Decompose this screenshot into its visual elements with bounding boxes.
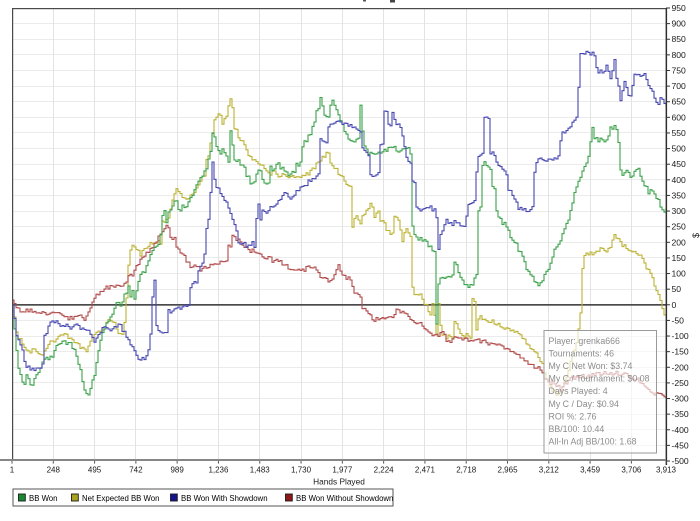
svg-text:0: 0	[672, 300, 677, 310]
svg-text:BB/100: 10.44: BB/100: 10.44	[549, 424, 605, 434]
svg-text:Days Played: 4: Days Played: 4	[549, 386, 608, 396]
svg-text:-400: -400	[672, 425, 689, 435]
svg-text:My C / Day: $0.94: My C / Day: $0.94	[549, 399, 620, 409]
svg-text:1,977: 1,977	[332, 465, 353, 474]
svg-text:-500: -500	[672, 456, 689, 466]
svg-text:3,913: 3,913	[656, 465, 677, 474]
svg-text:1: 1	[10, 465, 15, 474]
svg-text:742: 742	[129, 465, 143, 474]
svg-text:-450: -450	[672, 440, 689, 450]
svg-text:2,224: 2,224	[374, 465, 395, 474]
svg-text:Tournaments: 46: Tournaments: 46	[549, 349, 615, 359]
svg-text:2,471: 2,471	[415, 465, 436, 474]
svg-text:1,730: 1,730	[291, 465, 312, 474]
svg-text:550: 550	[672, 128, 687, 138]
svg-text:-350: -350	[672, 409, 689, 419]
svg-text:150: 150	[672, 253, 687, 263]
svg-text:700: 700	[672, 81, 687, 91]
svg-text:750: 750	[672, 65, 687, 75]
svg-text:200: 200	[672, 237, 687, 247]
svg-text:BB Won With Showdown: BB Won With Showdown	[181, 494, 268, 503]
svg-text:1,236: 1,236	[208, 465, 229, 474]
svg-text:-100: -100	[672, 331, 689, 341]
svg-text:My C / Tournament: $0.08: My C / Tournament: $0.08	[549, 374, 650, 384]
svg-text:300: 300	[672, 206, 687, 216]
svg-text:All-In Adj BB/100: 1.68: All-In Adj BB/100: 1.68	[549, 436, 637, 446]
svg-text:495: 495	[88, 465, 102, 474]
svg-text:400: 400	[672, 175, 687, 185]
svg-text:-200: -200	[672, 362, 689, 372]
svg-text:600: 600	[672, 112, 687, 122]
svg-text:2,965: 2,965	[498, 465, 519, 474]
svg-text:450: 450	[672, 159, 687, 169]
svg-text:BB Won: BB Won	[29, 494, 57, 503]
svg-text:ROI %: 2.76: ROI %: 2.76	[549, 411, 597, 421]
svg-text:-50: -50	[672, 315, 685, 325]
svg-text:250: 250	[672, 222, 687, 232]
svg-text:$: $	[691, 233, 700, 238]
svg-text:Net Expected BB Won: Net Expected BB Won	[82, 494, 159, 503]
svg-text:BB Won Without Showdown: BB Won Without Showdown	[296, 494, 393, 503]
svg-text:800: 800	[672, 50, 687, 60]
svg-text:-150: -150	[672, 347, 689, 357]
svg-text:350: 350	[672, 190, 687, 200]
svg-text:My C Net Won: $3.74: My C Net Won: $3.74	[549, 361, 633, 371]
svg-text:2,718: 2,718	[456, 465, 477, 474]
svg-text:900: 900	[672, 19, 687, 29]
svg-text:-250: -250	[672, 378, 689, 388]
svg-text:989: 989	[170, 465, 184, 474]
svg-text:100: 100	[672, 269, 687, 279]
svg-text:-300: -300	[672, 394, 689, 404]
svg-text:248: 248	[47, 465, 61, 474]
svg-text:950: 950	[672, 3, 687, 13]
svg-text:500: 500	[672, 144, 687, 154]
svg-text:3,706: 3,706	[621, 465, 642, 474]
svg-text:3,459: 3,459	[580, 465, 601, 474]
svg-text:Hands Played: Hands Played	[313, 477, 365, 487]
svg-text:Player: grenka666: Player: grenka666	[549, 336, 621, 346]
svg-text:650: 650	[672, 97, 687, 107]
svg-text:50: 50	[672, 284, 682, 294]
svg-text:1,483: 1,483	[250, 465, 271, 474]
svg-text:3,212: 3,212	[539, 465, 560, 474]
svg-text:850: 850	[672, 34, 687, 44]
